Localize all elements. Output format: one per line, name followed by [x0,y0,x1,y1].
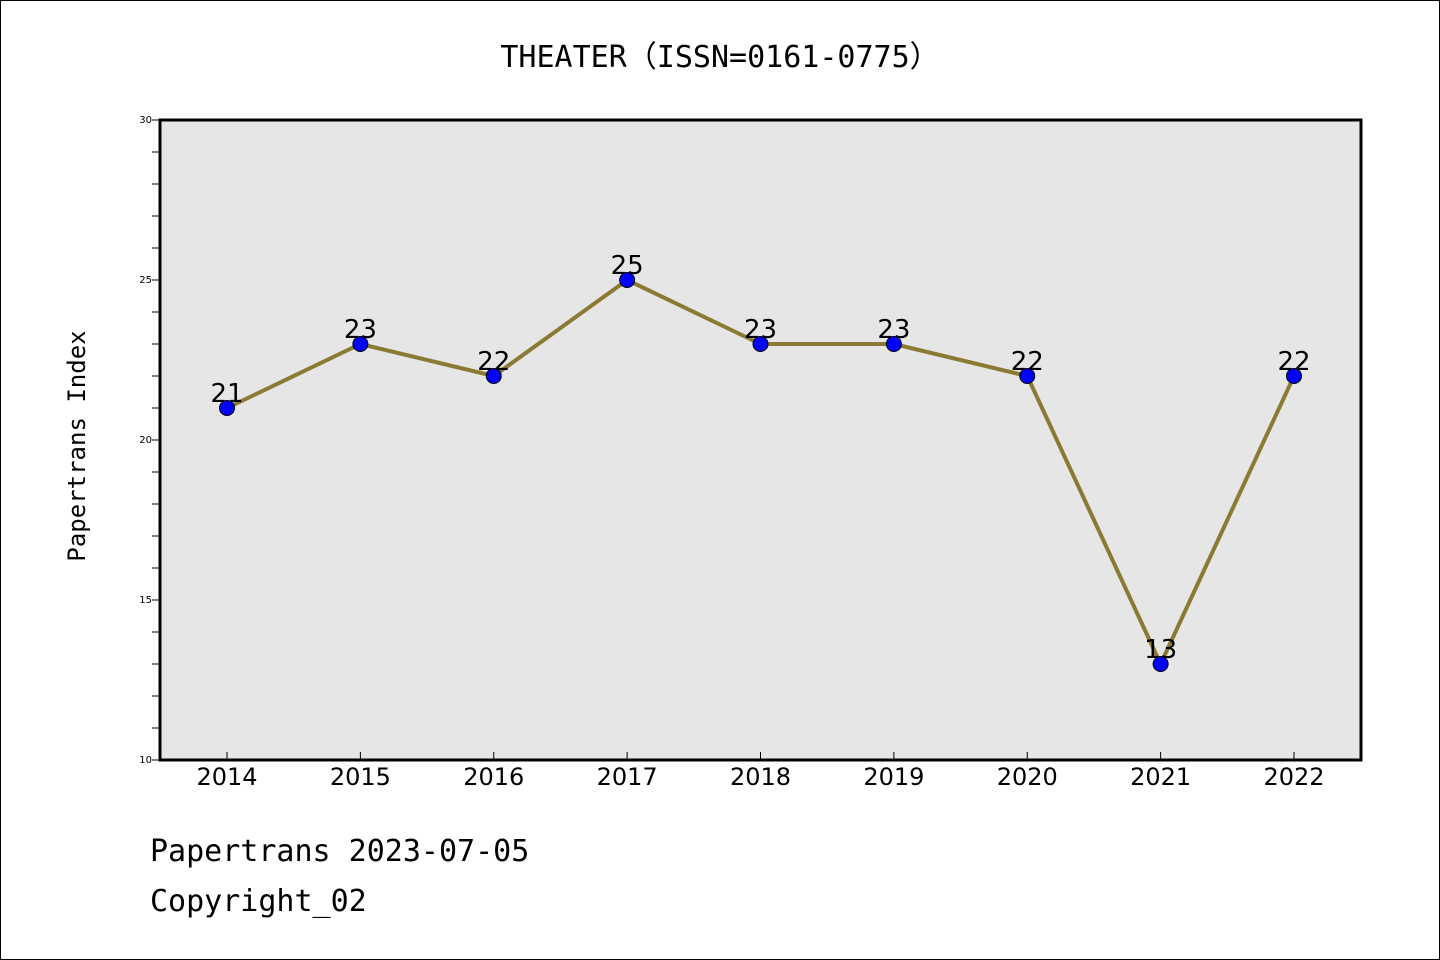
plot-area [160,120,1361,760]
x-tick-label: 2016 [463,763,524,791]
x-tick-label: 2021 [1130,763,1191,791]
x-tick-label: 2019 [863,763,924,791]
plot-border [158,118,1363,762]
y-tick-label: 10 [139,755,152,766]
data-label: 23 [744,315,777,345]
data-point [219,400,235,416]
x-tick-label: 2020 [997,763,1058,791]
x-tick-label: 2018 [730,763,791,791]
data-labels: 21 23 22 25 23 23 22 13 22 [210,251,1310,665]
data-point [352,336,369,352]
data-label: 13 [1144,635,1177,665]
y-tick-label: 15 [139,595,152,606]
x-tick-label: 2014 [196,763,257,791]
data-point [885,336,902,352]
data-label: 22 [1277,347,1310,377]
data-label: 23 [344,315,377,345]
footer-copyright-text: Copyright_02 [150,884,367,919]
data-point [619,272,636,288]
chart-title: THEATER（ISSN=0161-0775） [500,40,939,75]
y-axis-label: Papertrans Index [63,330,91,561]
data-point [752,336,769,352]
data-label: 23 [877,315,910,345]
y-tick-label: 30 [139,115,152,126]
data-point [1286,368,1302,384]
y-tick-label: 25 [139,275,152,286]
data-label: 25 [611,251,644,281]
data-point [1019,368,1036,384]
y-axis-ticks: 10 15 20 25 30 [139,115,160,766]
footer-date-text: Papertrans 2023-07-05 [150,834,530,869]
series-markers [219,272,1302,672]
x-tick-label: 2022 [1263,763,1324,791]
data-point [1152,656,1169,672]
y-tick-label: 20 [139,435,152,446]
x-axis-ticks: 2014 2015 2016 2017 2018 2019 2020 2021 2022 [196,752,1325,791]
data-label: 21 [210,379,243,409]
data-label: 22 [477,347,510,377]
data-label: 22 [1011,347,1044,377]
x-tick-label: 2017 [597,763,658,791]
x-tick-label: 2015 [330,763,391,791]
data-point [485,368,502,384]
